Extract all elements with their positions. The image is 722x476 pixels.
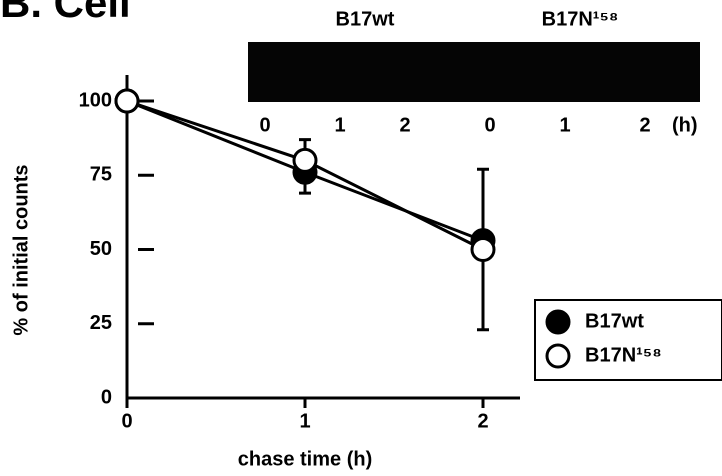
gel-lane-label: 1 (559, 114, 570, 136)
x-tick-label: 1 (299, 410, 310, 432)
y-tick-label: 100 (79, 89, 112, 111)
legend-label: B17N¹⁵⁸ (585, 344, 662, 366)
y-tick-label: 0 (101, 386, 112, 408)
gel-group-label: B17wt (336, 8, 395, 30)
data-point (472, 239, 494, 261)
gel-lane-label: 2 (639, 114, 650, 136)
chart-title: B. Cell (0, 0, 131, 26)
gel-lane-label: 0 (484, 114, 495, 136)
data-point (294, 149, 316, 171)
gel-image (248, 42, 700, 102)
x-axis-label: chase time (h) (238, 448, 372, 470)
chart: B. Cell B17wt B17N¹⁵⁸ % of initial count… (0, 0, 722, 476)
data-point (116, 90, 138, 112)
legend-marker (547, 345, 569, 367)
gel-unit-label: (h) (672, 114, 698, 136)
x-tick-label: 0 (121, 410, 132, 432)
gel-group-label: B17N¹⁵⁸ (542, 8, 619, 30)
legend-label: B17wt (585, 310, 644, 332)
legend-marker (547, 311, 569, 333)
gel-lane-label: 0 (259, 114, 270, 136)
x-tick-label: 2 (477, 410, 488, 432)
gel-lane-label: 1 (334, 114, 345, 136)
y-tick-label: 50 (90, 238, 112, 260)
y-tick-label: 25 (90, 312, 112, 334)
y-tick-label: 75 (90, 164, 112, 186)
gel-lane-label: 2 (399, 114, 410, 136)
y-axis-label: % of initial counts (10, 164, 32, 335)
